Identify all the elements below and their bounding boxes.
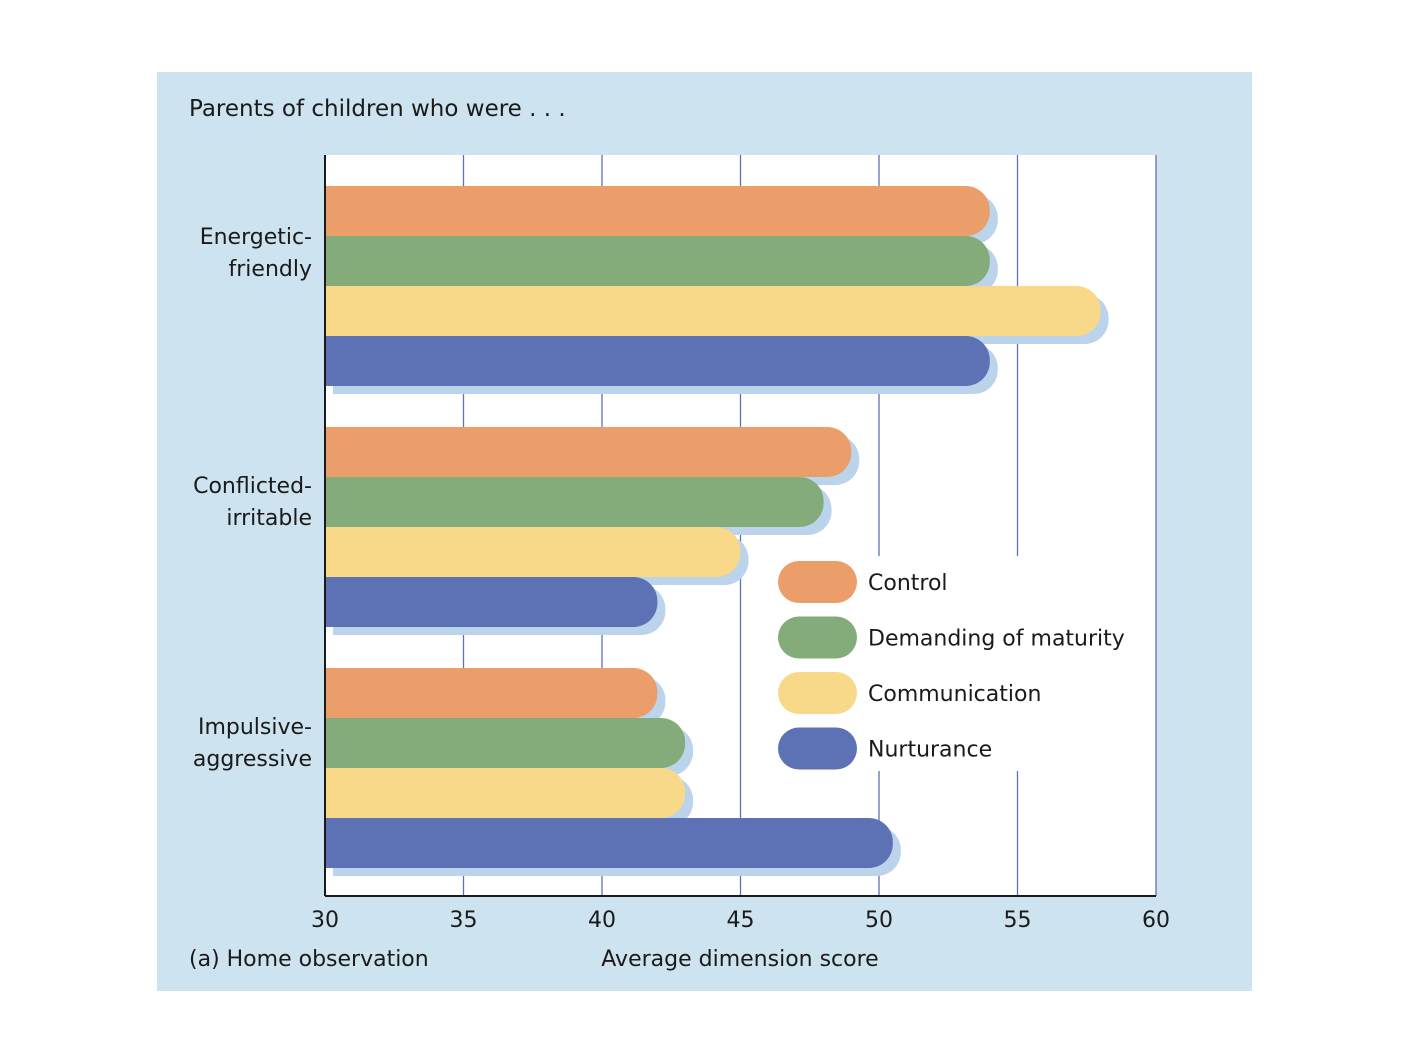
bar-demanding-of-maturity-0 (325, 236, 990, 286)
legend-swatch (778, 561, 857, 603)
bar-nurturance-0 (325, 336, 990, 386)
legend-swatch (778, 672, 857, 714)
bar-communication-2 (325, 768, 686, 818)
legend-swatch (778, 727, 857, 770)
bar-nurturance-2 (325, 818, 893, 868)
category-label: irritable (226, 506, 312, 531)
bar-demanding-of-maturity-1 (325, 477, 824, 527)
x-tick-label: 55 (1004, 908, 1032, 933)
x-tick-label: 40 (588, 908, 616, 933)
category-label: Impulsive- (198, 715, 312, 740)
bar-control-2 (325, 668, 658, 718)
legend-label: Nurturance (868, 738, 992, 763)
x-tick-label: 35 (450, 908, 478, 933)
bar-control-0 (325, 186, 990, 237)
x-tick-label: 60 (1142, 908, 1170, 933)
category-label: Conflicted- (193, 474, 312, 499)
x-tick-label: 30 (311, 908, 339, 933)
x-tick-label: 45 (727, 908, 755, 933)
category-label: Energetic- (200, 225, 312, 250)
bar-control-1 (325, 427, 852, 477)
bar-demanding-of-maturity-2 (325, 718, 686, 768)
legend-label: Demanding of maturity (868, 627, 1125, 652)
bar-communication-1 (325, 527, 741, 577)
bar-communication-0 (325, 286, 1101, 336)
legend-label: Control (868, 571, 948, 596)
chart-title: Parents of children who were . . . (189, 96, 566, 122)
x-tick-label: 50 (865, 908, 893, 933)
panel-label: (a) Home observation (189, 947, 429, 972)
category-label: aggressive (193, 747, 312, 772)
bar-nurturance-1 (325, 577, 658, 627)
legend-swatch (778, 616, 857, 659)
x-axis-label: Average dimension score (601, 947, 878, 972)
legend-label: Communication (868, 682, 1041, 707)
category-label: friendly (229, 257, 312, 282)
